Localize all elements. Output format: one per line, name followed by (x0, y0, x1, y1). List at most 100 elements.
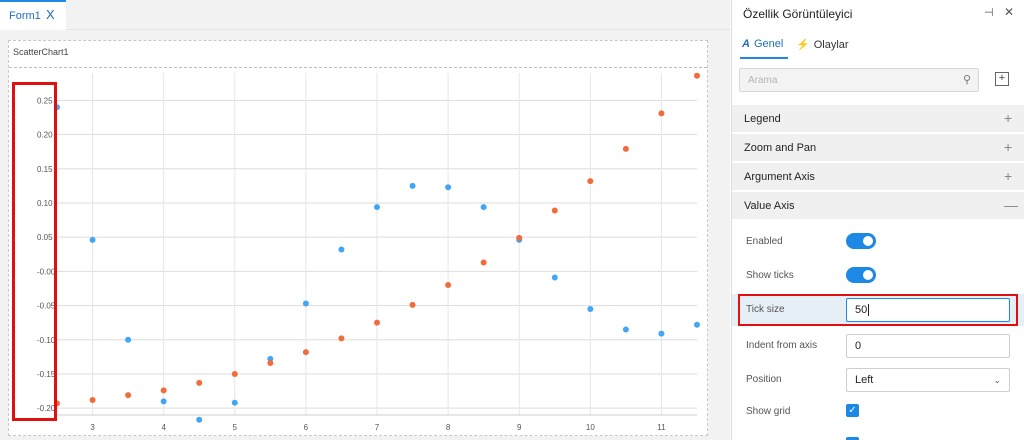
scatter-chart-plot: 0.25 0.20 0.15 0.10 0.05 -0.00 -0.05 -0.10 -0.15… (37, 72, 700, 432)
scatter-point-series-1 (658, 330, 665, 337)
position-select[interactable]: Left ⌄ (846, 368, 1010, 392)
scatter-point-series-1 (587, 305, 594, 312)
design-canvas: ScatterChart1 0.25 0.20 0.15 0.10 0.05 -0.00 -… (0, 30, 730, 440)
prop-tick-size-label: Tick size (746, 304, 785, 315)
next-checkbox[interactable] (846, 437, 859, 440)
search-icon[interactable]: ⚲ (962, 74, 971, 86)
scatter-point-series-1 (89, 236, 96, 243)
tab-general[interactable]: A Genel (742, 38, 783, 58)
tab-events[interactable]: ⚡ Olaylar (796, 38, 849, 58)
properties-icon: A (742, 38, 750, 50)
position-value: Left (855, 374, 874, 386)
prop-tick-size: Tick size 50 (732, 294, 1024, 326)
scatter-point-series-2 (302, 349, 309, 356)
tab-form1-label: Form1 (9, 10, 41, 22)
prop-enabled: Enabled (732, 226, 1024, 258)
scatter-point-series-2 (374, 319, 380, 326)
scatter-point-series-1 (302, 300, 309, 307)
y-tick-label: 0.10 (37, 199, 53, 208)
x-tick-label: 6 (304, 423, 309, 432)
pin-icon[interactable]: ⊣ (984, 7, 994, 19)
scatter-point-series-1 (160, 398, 167, 405)
y-tick-label: 0.15 (37, 165, 53, 174)
prop-show-ticks: Show ticks (732, 260, 1024, 292)
scatter-point-series-1 (480, 204, 487, 211)
prop-enabled-label: Enabled (746, 236, 783, 247)
scatter-point-series-1 (409, 182, 416, 189)
indent-input[interactable]: 0 (846, 334, 1010, 358)
y-tick-label: -0.00 (37, 267, 56, 276)
scatter-point-series-2 (409, 301, 416, 308)
close-icon[interactable]: ✕ (1004, 5, 1015, 19)
prop-indent-from-axis: Indent from axis 0 (732, 330, 1024, 362)
search-input[interactable] (740, 69, 966, 91)
y-tick-label: -0.15 (37, 370, 56, 379)
scatter-point-series-2 (160, 387, 167, 394)
scatter-point-series-2 (54, 400, 60, 407)
scatter-point-series-1 (196, 416, 203, 423)
scatter-point-series-2 (694, 72, 700, 79)
scatter-point-series-1 (694, 321, 700, 328)
property-viewer-panel: Özellik Görüntüleyici ⊣ ✕ A Genel ⚡ Olayla… (731, 0, 1024, 440)
section-zoom-label: Zoom and Pan (744, 142, 817, 154)
scatter-point-series-2 (551, 207, 558, 214)
prop-show-ticks-label: Show ticks (746, 270, 794, 281)
text-caret (868, 304, 870, 317)
section-zoom-and-pan[interactable]: Zoom and Pan + (732, 134, 1024, 162)
scatter-point-series-2 (231, 370, 238, 377)
designer-area: Form1 X ScatterChart1 0.25 0.20 0.15 0.10 0.… (0, 0, 730, 440)
scatter-point-series-2 (125, 392, 132, 399)
show-ticks-toggle[interactable] (846, 267, 876, 283)
scatter-point-series-2 (445, 282, 452, 289)
add-property-button[interactable]: + (995, 72, 1009, 86)
section-value-axis[interactable]: Value Axis — (732, 192, 1024, 220)
prop-position-label: Position (746, 374, 782, 385)
expand-icon: + (1004, 168, 1013, 184)
y-tick-label: -0.05 (37, 302, 56, 311)
scatter-point-series-2 (196, 379, 203, 386)
tab-events-label: Olaylar (813, 39, 849, 51)
y-tick-label: 0.20 (37, 131, 53, 140)
enabled-toggle[interactable] (846, 233, 876, 249)
chart-title-divider (9, 67, 707, 68)
y-tick-label: 0.25 (37, 96, 53, 105)
panel-title: Özellik Görüntüleyici (743, 7, 853, 21)
x-tick-label: 11 (657, 423, 666, 432)
scatter-point-series-1 (551, 274, 558, 281)
x-tick-label: 10 (586, 423, 595, 432)
scatter-chart-control[interactable]: ScatterChart1 0.25 0.20 0.15 0.10 0.05 -0.00 -… (8, 40, 708, 436)
section-legend[interactable]: Legend + (732, 105, 1024, 133)
prop-show-grid-label: Show grid (746, 406, 791, 417)
scatter-point-series-2 (480, 259, 487, 266)
chart-control-name: ScatterChart1 (13, 47, 69, 57)
scatter-point-series-2 (658, 110, 665, 117)
scatter-point-series-1 (54, 104, 60, 111)
collapse-icon: — (1004, 197, 1018, 213)
y-tick-label: 0.05 (37, 233, 53, 242)
document-tabstrip: Form1 X (0, 0, 730, 30)
x-tick-label: 4 (161, 423, 166, 432)
scatter-point-series-1 (125, 336, 132, 343)
x-tick-label: 9 (517, 423, 522, 432)
scatter-point-series-2 (89, 396, 96, 403)
toggle-knob (863, 236, 873, 246)
tab-form1[interactable]: Form1 X (0, 0, 66, 30)
tick-size-input[interactable]: 50 (846, 298, 1010, 322)
x-tick-label: 7 (375, 423, 380, 432)
property-search: ⚲ (739, 68, 979, 92)
expand-icon: + (1004, 139, 1013, 155)
scatter-point-series-2 (622, 145, 629, 152)
chevron-down-icon: ⌄ (993, 375, 1001, 385)
expand-icon: + (1004, 110, 1013, 126)
section-value-axis-label: Value Axis (744, 200, 795, 212)
scatter-point-series-1 (338, 246, 345, 253)
x-tick-label: 5 (233, 423, 238, 432)
section-legend-label: Legend (744, 113, 781, 125)
tab-close-icon[interactable]: X (46, 7, 55, 22)
prop-indent-label: Indent from axis (746, 340, 818, 351)
scatter-point-series-2 (338, 335, 345, 342)
show-grid-checkbox[interactable]: ✓ (846, 404, 859, 417)
x-tick-label: 3 (90, 423, 95, 432)
scatter-point-series-2 (516, 234, 523, 241)
section-argument-axis[interactable]: Argument Axis + (732, 163, 1024, 191)
